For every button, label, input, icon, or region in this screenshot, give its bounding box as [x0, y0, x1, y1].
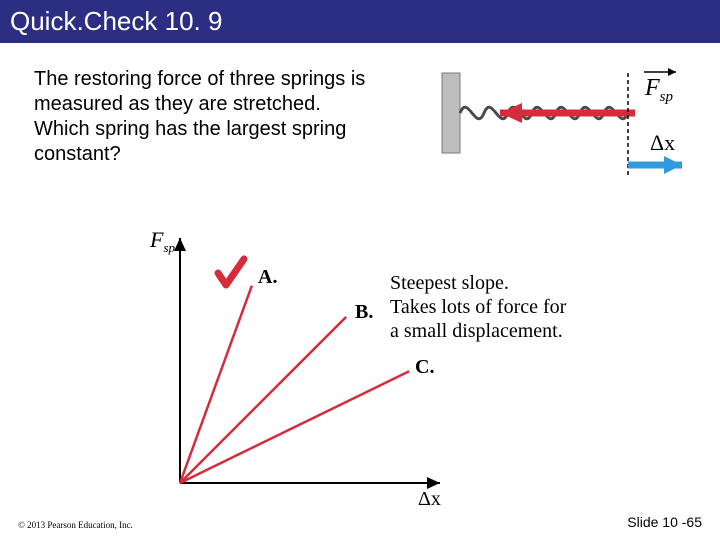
slide-title: Quick.Check 10. 9 [0, 0, 720, 43]
force-graph: Fsp Δx A. B. C. [140, 223, 460, 513]
copyright-text: © 2013 Pearson Education, Inc. [18, 520, 133, 530]
spring-diagram: Fsp Δx [440, 55, 700, 185]
question-text: The restoring force of three springs is … [34, 67, 374, 167]
wall-shape [442, 73, 460, 153]
x-axis-label: Δx [418, 488, 441, 510]
y-axis-label: Fsp [149, 227, 176, 255]
checkmark-icon [218, 259, 244, 285]
graph-line-label: B. [355, 301, 373, 323]
graph-line-label: C. [415, 356, 434, 378]
answer-annotation: Steepest slope. Takes lots of force for … [390, 271, 566, 343]
dx-label: Δx [650, 130, 675, 155]
fsp-vector-head [668, 68, 676, 76]
graph-line [180, 317, 346, 483]
slide-number: Slide 10 -65 [627, 514, 702, 530]
dx-arrow-head [664, 156, 682, 174]
y-axis-arrow [174, 238, 186, 251]
fsp-label: Fsp [644, 75, 674, 105]
annotation-line-3: a small displacement. [390, 319, 566, 343]
graph-line-label: A. [258, 266, 277, 288]
slide-content: The restoring force of three springs is … [0, 43, 720, 167]
annotation-line-1: Steepest slope. [390, 271, 566, 295]
annotation-line-2: Takes lots of force for [390, 295, 566, 319]
